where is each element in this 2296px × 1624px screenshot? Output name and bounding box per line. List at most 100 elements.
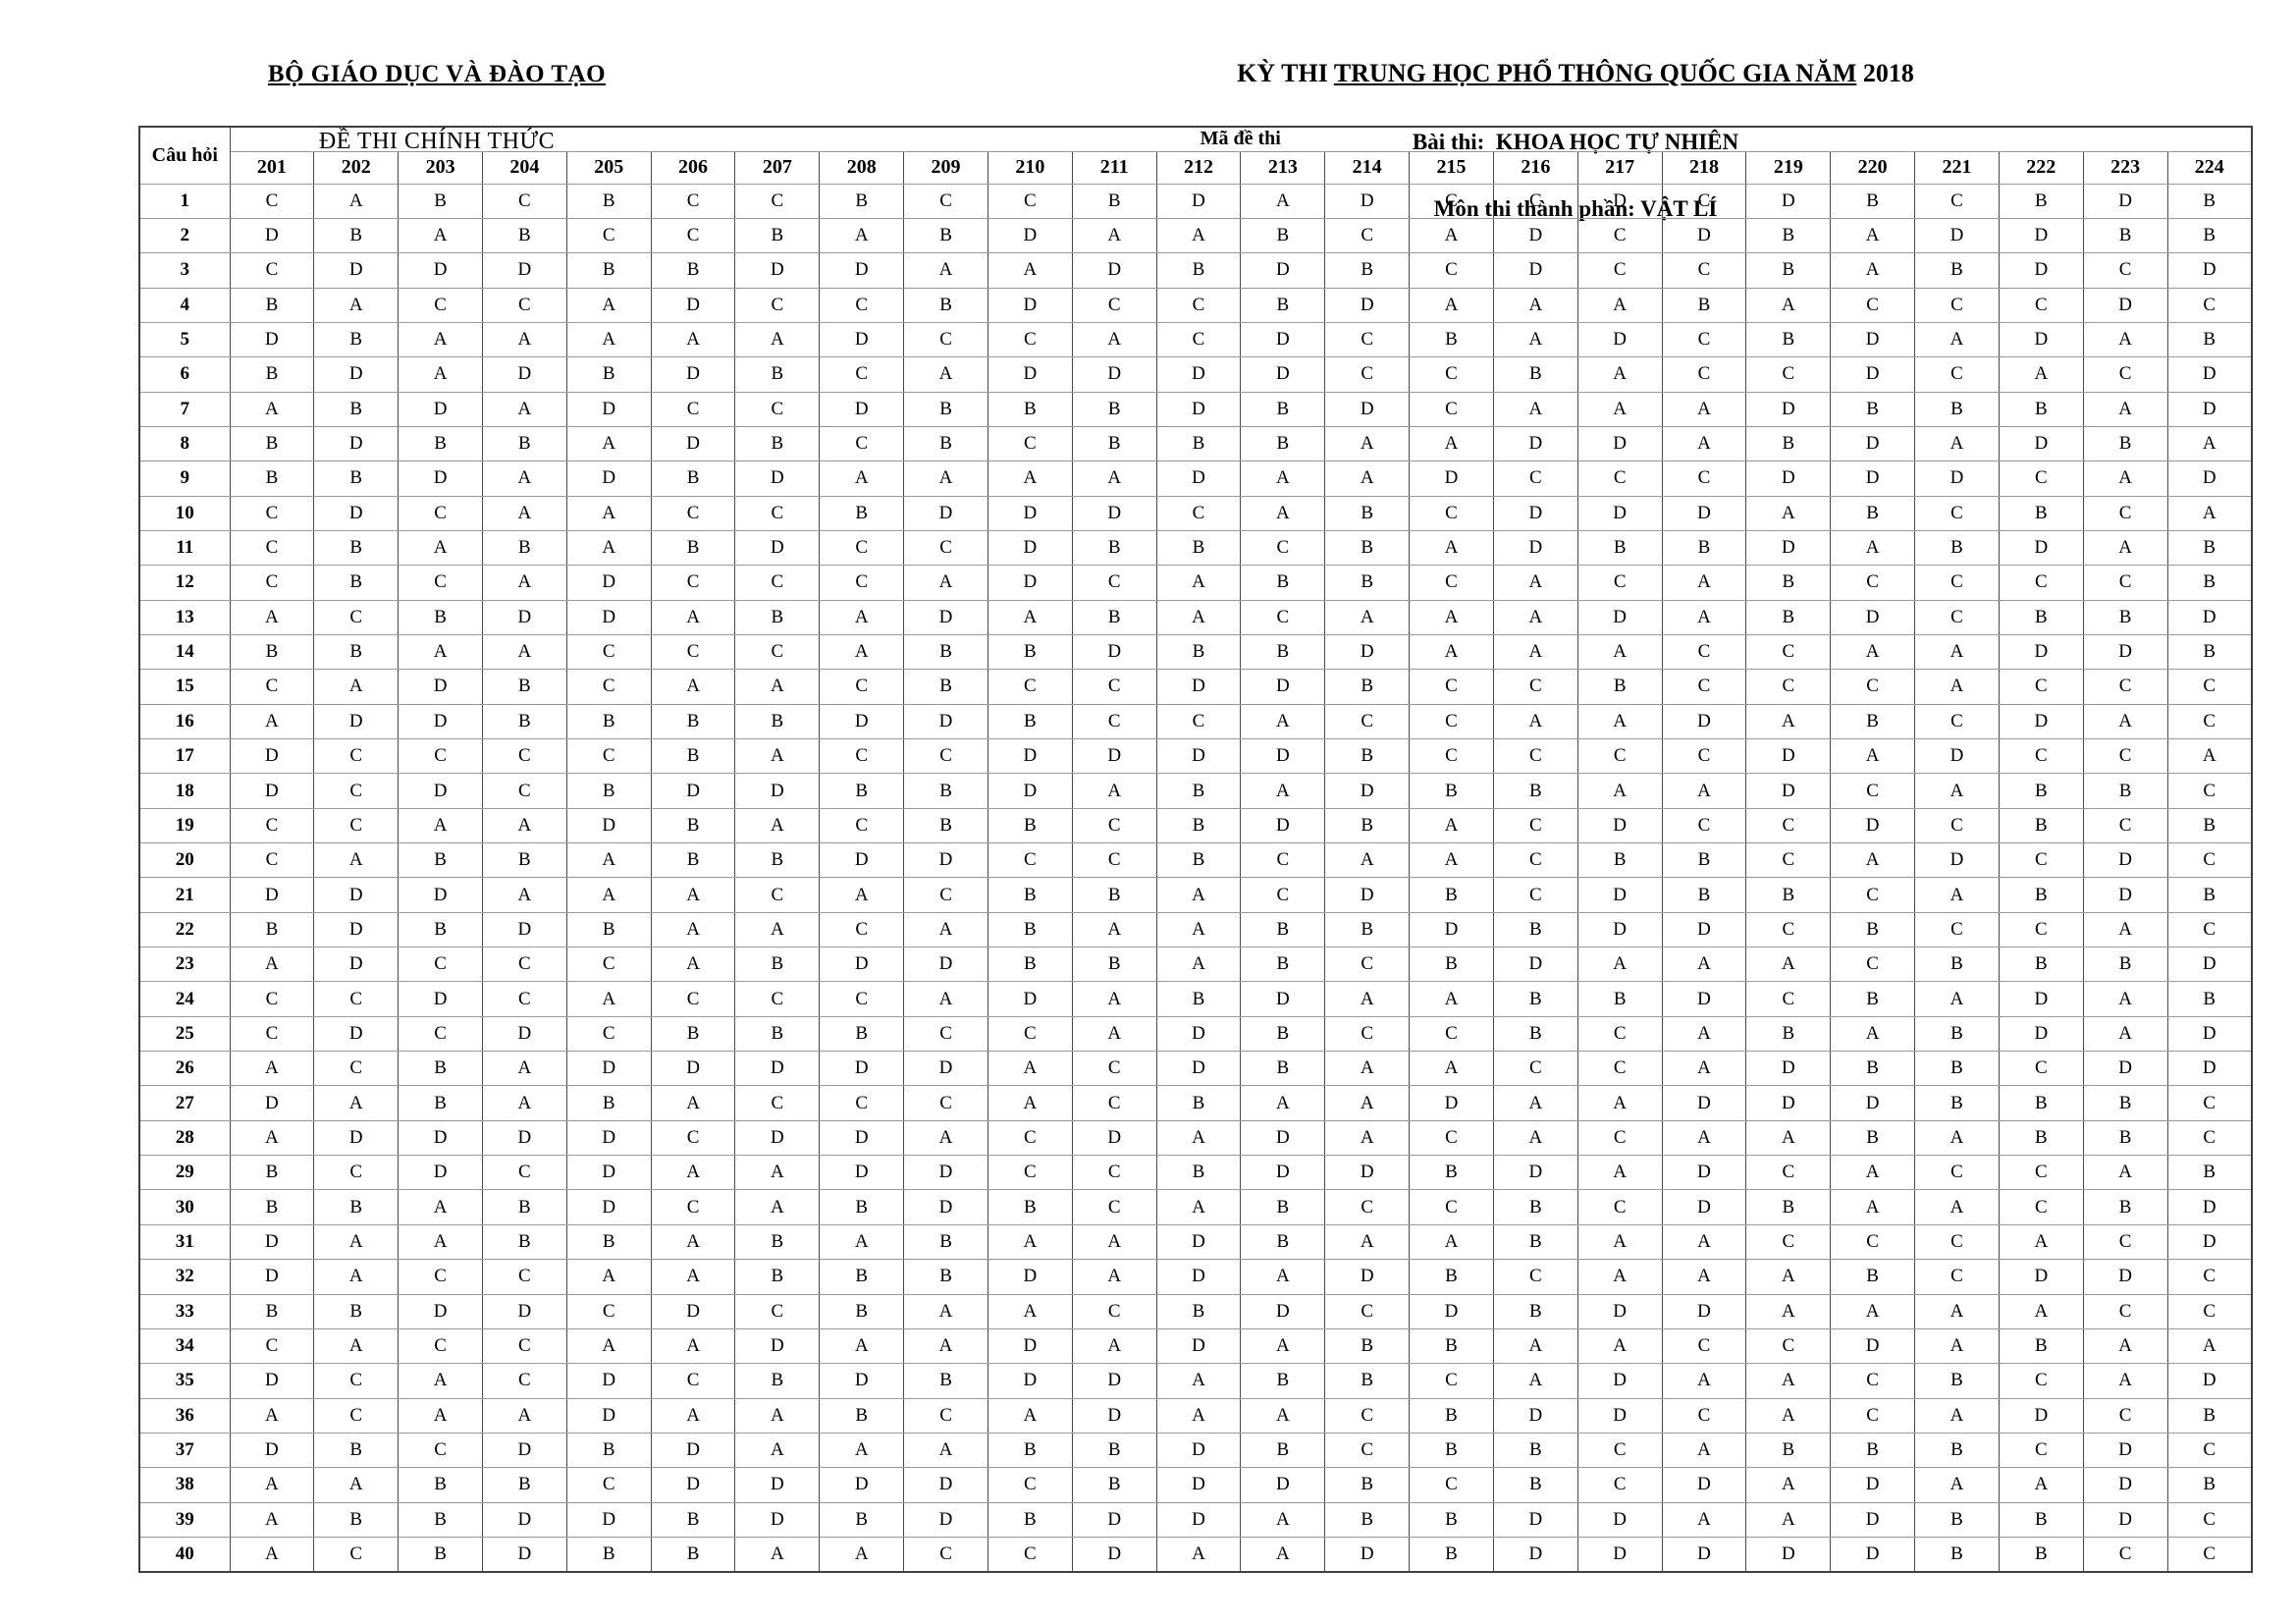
answer-cell: A [2082, 981, 2168, 1017]
answer-cell: B [1240, 947, 1326, 983]
answer-cell: B [1998, 495, 2084, 531]
answer-cell: C [734, 391, 821, 427]
answer-cell: C [2082, 356, 2168, 393]
answer-cell: D [229, 321, 315, 358]
answer-cell: C [734, 633, 821, 671]
answer-cell: D [1576, 599, 1663, 635]
answer-cell: D [1661, 1293, 1747, 1329]
answer-cell: B [819, 1189, 905, 1225]
answer-cell: B [1830, 1432, 1916, 1469]
answer-cell: D [2166, 599, 2253, 635]
answer-cell: B [1830, 981, 1916, 1017]
answer-cell: D [481, 1119, 567, 1157]
answer-cell: B [987, 633, 1073, 671]
answer-cell: A [650, 1223, 736, 1261]
answer-cell: A [1492, 1085, 1578, 1121]
answer-cell: B [1745, 1189, 1832, 1225]
answer-cell: A [481, 1051, 567, 1087]
answer-cell: C [481, 947, 567, 983]
answer-cell: D [1830, 1085, 1916, 1121]
answer-cell: D [1914, 460, 2000, 497]
answer-cell: A [1409, 425, 1494, 462]
answer-cell: B [1661, 287, 1747, 323]
answer-cell: D [1324, 1259, 1411, 1295]
answer-cell: B [1661, 842, 1747, 879]
answer-cell: B [2166, 1397, 2253, 1434]
answer-cell: D [1071, 252, 1157, 289]
answer-cell: C [1492, 460, 1578, 497]
answer-cell: D [1745, 1536, 1832, 1573]
answer-cell: A [565, 529, 652, 567]
answer-cell: D [819, 321, 905, 358]
answer-cell: A [2082, 321, 2168, 358]
answer-cell: A [987, 1223, 1073, 1261]
answer-cell: C [398, 1327, 483, 1365]
answer-cell: A [313, 1259, 400, 1295]
answer-cell: A [1576, 356, 1663, 393]
answer-cell: A [1240, 1501, 1326, 1538]
answer-cell: D [1998, 633, 2084, 671]
answer-cell: D [1745, 737, 1832, 775]
answer-cell: C [1661, 633, 1747, 671]
answer-cell: A [2166, 1327, 2253, 1365]
answer-cell: D [819, 391, 905, 427]
answer-cell: A [1155, 1536, 1242, 1573]
answer-cell: C [1492, 1259, 1578, 1295]
answer-cell: D [1240, 737, 1326, 775]
answer-cell: D [987, 495, 1073, 531]
answer-cell: A [903, 356, 988, 393]
answer-cell: D [819, 1467, 905, 1503]
answer-cell: A [229, 1397, 315, 1434]
answer-cell: C [1914, 565, 2000, 601]
answer-cell: A [1661, 947, 1747, 983]
answer-cell: A [1745, 1467, 1832, 1503]
answer-cell: C [1324, 1189, 1411, 1225]
answer-cell: A [1240, 773, 1326, 809]
answer-cell: D [1324, 183, 1411, 219]
question-number: 37 [138, 1432, 231, 1469]
answer-cell: C [1324, 321, 1411, 358]
answer-cell: B [313, 633, 400, 671]
answer-cell: A [734, 1189, 821, 1225]
answer-cell: B [903, 633, 988, 671]
answer-cell: C [650, 1189, 736, 1225]
exam-code-header: 217 [1576, 150, 1663, 185]
answer-cell: B [1998, 877, 2084, 913]
answer-cell: A [1914, 669, 2000, 705]
answer-cell: B [1071, 877, 1157, 913]
answer-cell: B [1324, 252, 1411, 289]
answer-cell: D [1155, 737, 1242, 775]
answer-cell: A [1576, 703, 1663, 740]
answer-cell: C [313, 773, 400, 809]
answer-cell: B [734, 425, 821, 462]
answer-cell: C [1998, 1051, 2084, 1087]
answer-cell: A [1661, 1015, 1747, 1053]
answer-cell: D [987, 529, 1073, 567]
answer-cell: A [1661, 773, 1747, 809]
question-number: 40 [138, 1536, 231, 1573]
answer-cell: D [2082, 633, 2168, 671]
answer-cell: D [650, 356, 736, 393]
question-number: 14 [138, 633, 231, 671]
answer-cell: D [1661, 703, 1747, 740]
answer-cell: B [398, 1051, 483, 1087]
answer-cell: B [565, 703, 652, 740]
question-number: 19 [138, 807, 231, 844]
answer-cell: C [1409, 1119, 1494, 1157]
answer-cell: D [1155, 1223, 1242, 1261]
answer-cell: C [565, 737, 652, 775]
answer-cell: B [987, 1189, 1073, 1225]
answer-cell: D [903, 1051, 988, 1087]
answer-cell: C [313, 737, 400, 775]
answer-cell: A [1240, 1259, 1326, 1295]
answer-cell: C [1745, 1223, 1832, 1261]
exam-code-header: 206 [650, 150, 736, 185]
answer-cell: B [1492, 1223, 1578, 1261]
answer-cell: C [819, 1085, 905, 1121]
question-number: 27 [138, 1085, 231, 1121]
answer-cell: C [987, 425, 1073, 462]
answer-cell: C [229, 807, 315, 844]
answer-cell: A [650, 1327, 736, 1365]
answer-cell: D [903, 947, 988, 983]
